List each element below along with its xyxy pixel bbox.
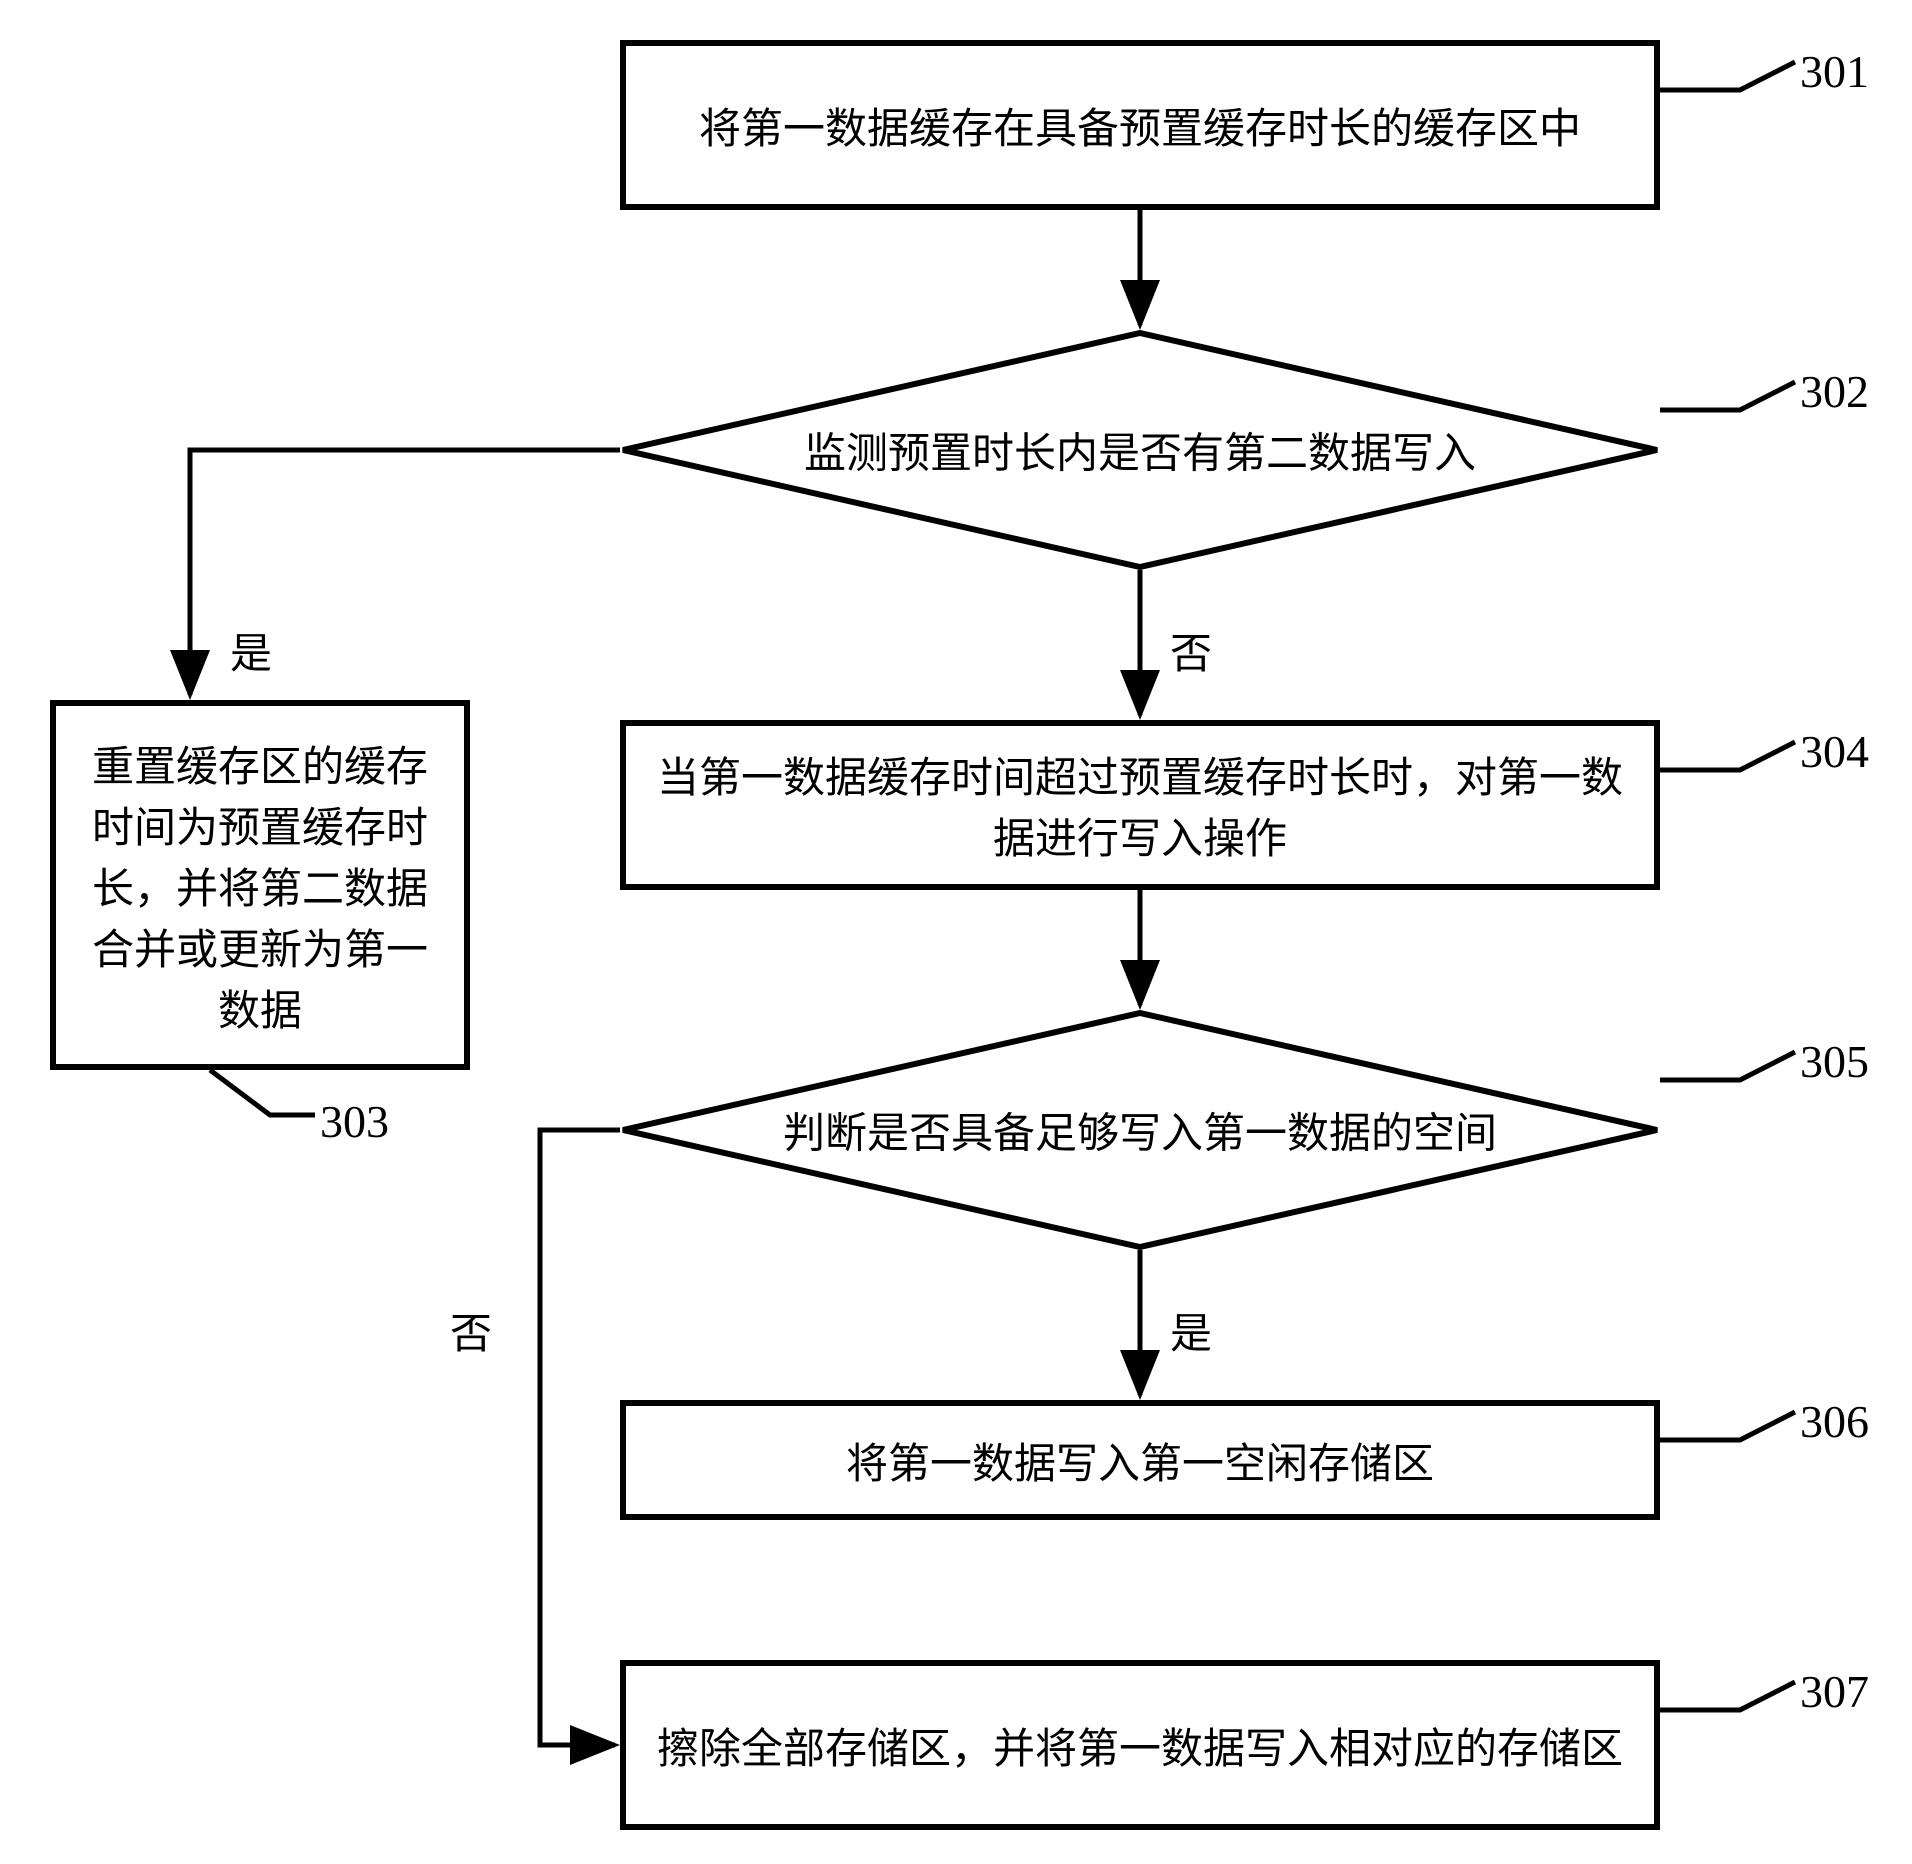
flowchart-canvas: 将第一数据缓存在具备预置缓存时长的缓存区中 监测预置时长内是否有第二数据写入 重… <box>0 0 1912 1864</box>
step-num-303: 303 <box>320 1095 389 1148</box>
node-304-text: 当第一数据缓存时间超过预置缓存时长时，对第一数据进行写入操作 <box>646 744 1634 866</box>
step-num-305: 305 <box>1800 1035 1869 1088</box>
edge-label-yes-305: 是 <box>1170 1300 1212 1361</box>
step-num-302: 302 <box>1800 365 1869 418</box>
node-302-text: 监测预置时长内是否有第二数据写入 <box>804 432 1476 478</box>
node-306-text: 将第一数据写入第一空闲存储区 <box>846 1430 1434 1491</box>
step-num-301: 301 <box>1800 45 1869 98</box>
node-301-text: 将第一数据缓存在具备预置缓存时长的缓存区中 <box>699 95 1581 156</box>
node-305-text: 判断是否具备足够写入第一数据的空间 <box>783 1112 1497 1158</box>
node-307: 擦除全部存储区，并将第一数据写入相对应的存储区 <box>620 1660 1660 1830</box>
step-num-304: 304 <box>1800 725 1869 778</box>
node-305: 判断是否具备足够写入第一数据的空间 <box>620 1010 1660 1250</box>
edge-label-yes-302: 是 <box>230 620 272 681</box>
node-302: 监测预置时长内是否有第二数据写入 <box>620 330 1660 570</box>
node-307-text: 擦除全部存储区，并将第一数据写入相对应的存储区 <box>657 1715 1623 1776</box>
node-304: 当第一数据缓存时间超过预置缓存时长时，对第一数据进行写入操作 <box>620 720 1660 890</box>
step-num-307: 307 <box>1800 1665 1869 1718</box>
node-306: 将第一数据写入第一空闲存储区 <box>620 1400 1660 1520</box>
edge-label-no-305: 否 <box>450 1300 492 1361</box>
node-303-text: 重置缓存区的缓存时间为预置缓存时长，并将第二数据合并或更新为第一数据 <box>76 733 444 1038</box>
edge-label-no-302: 否 <box>1170 620 1212 681</box>
node-301: 将第一数据缓存在具备预置缓存时长的缓存区中 <box>620 40 1660 210</box>
node-303: 重置缓存区的缓存时间为预置缓存时长，并将第二数据合并或更新为第一数据 <box>50 700 470 1070</box>
step-num-306: 306 <box>1800 1395 1869 1448</box>
